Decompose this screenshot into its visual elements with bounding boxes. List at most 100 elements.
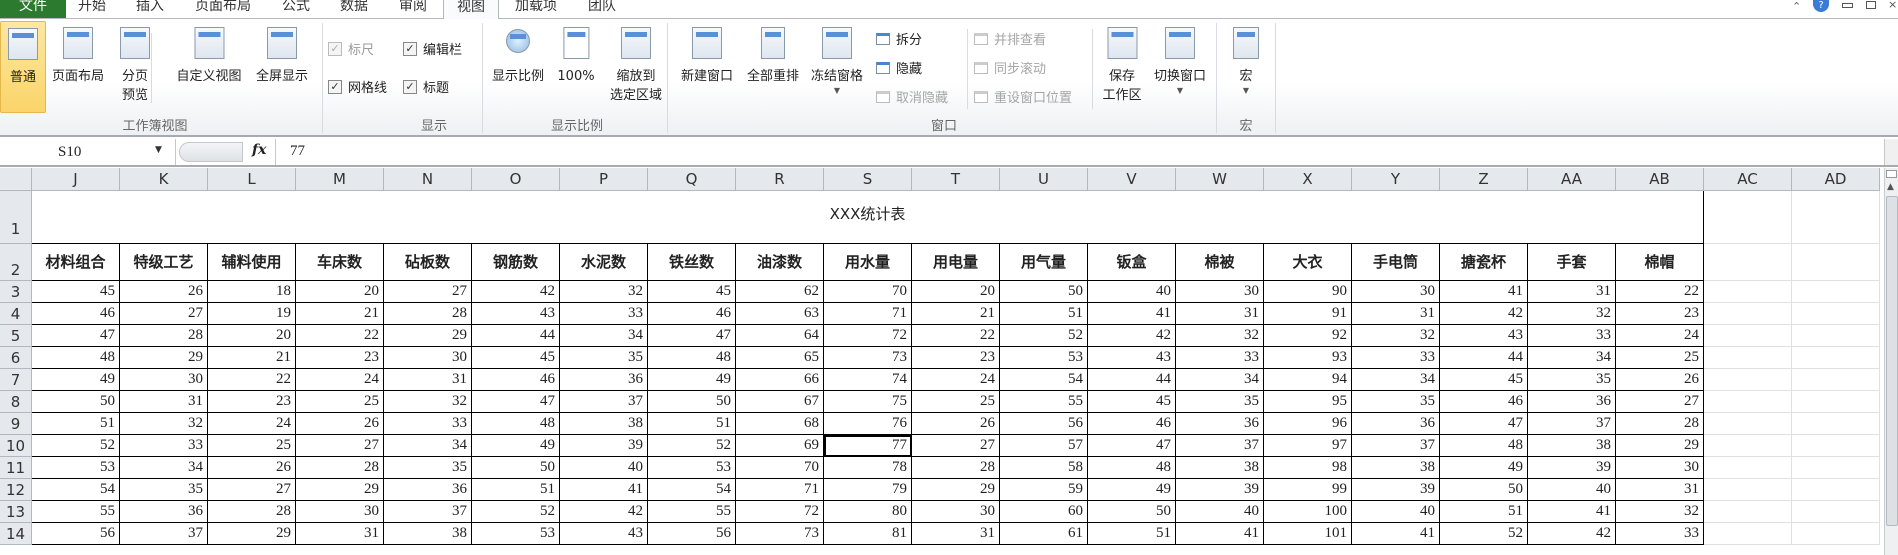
empty-cell[interactable] xyxy=(1792,479,1880,501)
data-cell[interactable]: 30 xyxy=(1616,457,1704,479)
data-cell[interactable]: 41 xyxy=(1088,303,1176,325)
column-header-Q[interactable]: Q xyxy=(648,168,736,191)
data-cell[interactable]: 22 xyxy=(1616,281,1704,303)
data-cell[interactable]: 52 xyxy=(32,435,120,457)
save-workspace-button[interactable]: 保存 工作区 xyxy=(1102,21,1142,105)
scrollbar-thumb[interactable] xyxy=(1886,196,1898,526)
custom-views-button[interactable]: 自定义视图 xyxy=(176,21,242,86)
column-header-X[interactable]: X xyxy=(1264,168,1352,191)
column-title-cell[interactable]: 油漆数 xyxy=(736,244,824,281)
data-cell[interactable]: 36 xyxy=(384,479,472,501)
data-cell[interactable]: 50 xyxy=(648,391,736,413)
data-cell[interactable]: 91 xyxy=(1264,303,1352,325)
data-cell[interactable]: 50 xyxy=(1000,281,1088,303)
data-cell[interactable]: 41 xyxy=(1440,281,1528,303)
data-cell[interactable]: 21 xyxy=(912,303,1000,325)
data-cell[interactable]: 44 xyxy=(472,325,560,347)
synchronous-scrolling-button[interactable]: 同步滚动 xyxy=(974,58,1046,77)
data-cell[interactable]: 48 xyxy=(32,347,120,369)
data-cell[interactable]: 52 xyxy=(472,501,560,523)
data-cell[interactable]: 94 xyxy=(1264,369,1352,391)
data-cell[interactable]: 32 xyxy=(560,281,648,303)
data-cell[interactable]: 31 xyxy=(384,369,472,391)
data-cell[interactable]: 46 xyxy=(32,303,120,325)
row-header-12[interactable]: 12 xyxy=(0,479,32,501)
sheet-title[interactable]: XXX统计表 xyxy=(32,191,1704,244)
data-cell[interactable]: 20 xyxy=(912,281,1000,303)
empty-cell[interactable] xyxy=(1704,281,1792,303)
data-cell[interactable]: 29 xyxy=(296,479,384,501)
data-cell[interactable]: 47 xyxy=(32,325,120,347)
empty-cell[interactable] xyxy=(1704,303,1792,325)
data-cell[interactable]: 64 xyxy=(736,325,824,347)
empty-cell[interactable] xyxy=(1704,347,1792,369)
data-cell[interactable]: 31 xyxy=(1352,303,1440,325)
data-cell[interactable]: 55 xyxy=(32,501,120,523)
page-layout-view-button[interactable]: 页面布局 xyxy=(52,21,104,86)
empty-cell[interactable] xyxy=(1704,325,1792,347)
data-cell[interactable]: 38 xyxy=(1528,435,1616,457)
data-cell[interactable]: 42 xyxy=(1440,303,1528,325)
empty-cell[interactable] xyxy=(1792,191,1880,244)
macros-button[interactable]: 宏 ▼ xyxy=(1233,21,1259,96)
data-cell[interactable]: 48 xyxy=(472,413,560,435)
data-cell[interactable]: 24 xyxy=(912,369,1000,391)
data-cell[interactable]: 32 xyxy=(1352,325,1440,347)
column-header-N[interactable]: N xyxy=(384,168,472,191)
data-cell[interactable]: 53 xyxy=(648,457,736,479)
column-title-cell[interactable]: 棉被 xyxy=(1176,244,1264,281)
row-header-11[interactable]: 11 xyxy=(0,457,32,479)
selected-cell[interactable]: 77 xyxy=(824,435,912,457)
data-cell[interactable]: 28 xyxy=(912,457,1000,479)
data-cell[interactable]: 28 xyxy=(384,303,472,325)
column-title-cell[interactable]: 钣盒 xyxy=(1088,244,1176,281)
data-cell[interactable]: 25 xyxy=(912,391,1000,413)
column-header-AB[interactable]: AB xyxy=(1616,168,1704,191)
empty-cell[interactable] xyxy=(1704,244,1792,281)
empty-cell[interactable] xyxy=(1792,347,1880,369)
data-cell[interactable]: 60 xyxy=(1000,501,1088,523)
empty-cell[interactable] xyxy=(1704,435,1792,457)
data-cell[interactable]: 68 xyxy=(736,413,824,435)
data-cell[interactable]: 34 xyxy=(560,325,648,347)
tab-file[interactable]: 文件 xyxy=(0,0,66,18)
data-cell[interactable]: 47 xyxy=(648,325,736,347)
data-cell[interactable]: 36 xyxy=(1176,413,1264,435)
row-header-1[interactable]: 1 xyxy=(0,191,32,244)
column-header-P[interactable]: P xyxy=(560,168,648,191)
data-cell[interactable]: 28 xyxy=(296,457,384,479)
empty-cell[interactable] xyxy=(1792,457,1880,479)
data-cell[interactable]: 74 xyxy=(824,369,912,391)
data-cell[interactable]: 75 xyxy=(824,391,912,413)
spreadsheet-grid[interactable]: J K L M N O P Q R S T U V W X Y Z AA AB AC AD 1 2 3 4 5 6 7 8 9 10 11 12… xyxy=(0,168,1884,555)
data-cell[interactable]: 29 xyxy=(384,325,472,347)
data-cell[interactable]: 28 xyxy=(1616,413,1704,435)
row-header-3[interactable]: 3 xyxy=(0,281,32,303)
data-cell[interactable]: 31 xyxy=(1616,479,1704,501)
row-header-9[interactable]: 9 xyxy=(0,413,32,435)
data-cell[interactable]: 70 xyxy=(824,281,912,303)
data-cell[interactable]: 30 xyxy=(120,369,208,391)
column-header-K[interactable]: K xyxy=(120,168,208,191)
data-cell[interactable]: 36 xyxy=(560,369,648,391)
data-cell[interactable]: 50 xyxy=(1440,479,1528,501)
data-cell[interactable]: 25 xyxy=(1616,347,1704,369)
data-cell[interactable]: 21 xyxy=(296,303,384,325)
data-cell[interactable]: 34 xyxy=(384,435,472,457)
column-title-cell[interactable]: 材料组合 xyxy=(32,244,120,281)
data-cell[interactable]: 33 xyxy=(1176,347,1264,369)
minimize-ribbon-icon[interactable]: ⌃ xyxy=(1792,0,1802,13)
data-cell[interactable]: 59 xyxy=(1000,479,1088,501)
switch-windows-button[interactable]: 切换窗口 ▼ xyxy=(1154,21,1206,96)
data-cell[interactable]: 46 xyxy=(1088,413,1176,435)
data-cell[interactable]: 37 xyxy=(1352,435,1440,457)
data-cell[interactable]: 99 xyxy=(1264,479,1352,501)
data-cell[interactable]: 21 xyxy=(208,347,296,369)
data-cell[interactable]: 73 xyxy=(824,347,912,369)
data-cell[interactable]: 69 xyxy=(736,435,824,457)
data-cell[interactable]: 50 xyxy=(32,391,120,413)
data-cell[interactable]: 43 xyxy=(1440,325,1528,347)
select-all-button[interactable] xyxy=(0,168,32,191)
empty-cell[interactable] xyxy=(1704,413,1792,435)
column-title-cell[interactable]: 大衣 xyxy=(1264,244,1352,281)
